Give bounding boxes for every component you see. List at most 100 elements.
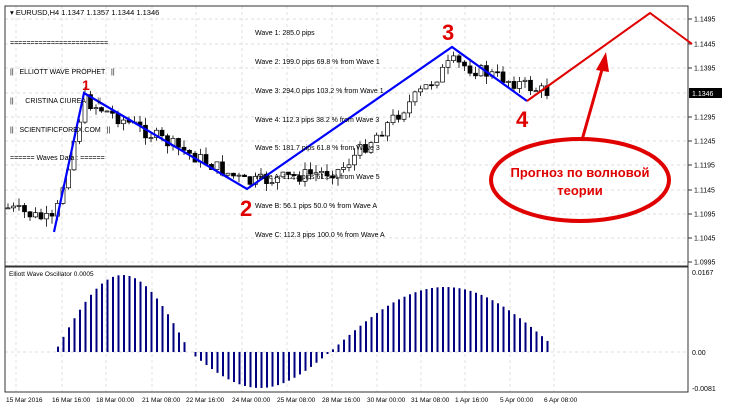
oscillator-frame — [4, 266, 689, 393]
candle-body — [451, 55, 456, 61]
candle-body — [456, 55, 462, 63]
wave-data-row: Wave 5: 181.7 pips 61.8 % from Wave 3 — [255, 145, 380, 153]
forecast-ellipse — [489, 137, 671, 223]
current-price: 1.1346 — [692, 91, 714, 98]
candle-body — [242, 174, 247, 177]
osc-axis-top: 0.0167 — [692, 270, 714, 277]
candle-body — [297, 175, 302, 182]
waves-data-list: Wave 1: 285.0 pips Wave 2: 199.0 pips 69… — [255, 10, 385, 250]
candle-body — [286, 171, 291, 175]
candle-body — [236, 174, 242, 177]
elliott-wave-line — [52, 45, 528, 233]
price-label: 1.1245 — [694, 139, 716, 146]
time-label: 1 Apr 16:00 — [455, 397, 489, 404]
candle-body — [495, 71, 500, 74]
price-label: 1.1045 — [694, 236, 716, 243]
candle-body — [148, 137, 154, 139]
wave-label-1: 1 — [82, 77, 90, 93]
candle-body — [275, 176, 280, 183]
candle-body — [467, 65, 473, 74]
wave-data-row: Wave A: 112.3 pips 61.8 % from Wave 5 — [255, 174, 380, 182]
candle-body — [357, 144, 363, 156]
indicator-info-box: ======================== || ELLIOTT WAVE… — [10, 20, 115, 174]
time-label: 18 Mar 00:00 — [96, 397, 135, 404]
time-label: 25 Mar 08:00 — [277, 397, 316, 404]
candle-body — [517, 81, 522, 89]
candle-body — [38, 212, 44, 220]
wave-label-4: 4 — [516, 107, 529, 132]
candle-body — [390, 114, 396, 123]
candle-body — [440, 66, 445, 83]
candle-body — [330, 175, 335, 179]
candle-body — [44, 213, 49, 220]
candle-body — [407, 101, 412, 114]
candle-body — [412, 91, 418, 103]
main-chart-frame — [4, 5, 689, 267]
candle-body — [379, 134, 385, 137]
candle-body — [528, 79, 533, 92]
wave-label-3: 3 — [442, 20, 454, 45]
candle-body — [385, 122, 390, 137]
candle-body — [214, 161, 220, 170]
candle-body — [368, 142, 374, 153]
candle-body — [187, 149, 192, 154]
candle-body — [308, 169, 313, 175]
candle-body — [231, 172, 236, 177]
candle-body — [258, 173, 264, 177]
current-price-marker — [689, 88, 722, 98]
symbol-header: ▾ EURUSD,H4 1.1347 1.1357 1.1344 1.1346 — [10, 8, 159, 17]
wave-data-row: Wave B: 56.1 pips 50.0 % from Wave A — [255, 202, 378, 210]
candle-body — [346, 164, 352, 168]
price-label: 1.1295 — [694, 115, 716, 122]
price-label: 1.1495 — [694, 17, 716, 24]
wave-data-row: Wave 2: 199.0 pips 69.8 % from Wave 1 — [255, 58, 380, 66]
candle-body — [225, 172, 231, 176]
forecast-arrow — [580, 65, 605, 141]
candle-body — [247, 176, 253, 185]
candle-body — [429, 84, 434, 87]
candle-body — [341, 167, 346, 170]
candle-body — [11, 205, 16, 209]
candle-body — [335, 169, 341, 179]
candle-body — [49, 213, 55, 217]
time-label: 5 Apr 00:00 — [500, 397, 534, 404]
candle-body — [506, 81, 511, 83]
candle-body — [5, 207, 11, 210]
candle-body — [396, 114, 401, 120]
candle-body — [462, 61, 467, 67]
candle-body — [522, 79, 528, 82]
time-label: 30 Mar 00:00 — [367, 397, 406, 404]
candle-body — [401, 112, 407, 120]
candle-body — [33, 212, 38, 218]
candle-body — [99, 107, 104, 112]
candle-body — [313, 172, 319, 175]
candle-body — [319, 171, 324, 174]
forecast-wave-line — [526, 11, 693, 102]
time-label: 16 Mar 16:00 — [52, 397, 91, 404]
price-label: 1.1395 — [694, 66, 716, 73]
arrow-head-icon — [596, 52, 609, 72]
candle-body — [374, 134, 379, 143]
time-axis: 15 Mar 2016 16 Mar 16:00 18 Mar 00:00 21 Ma… — [6, 397, 578, 404]
info-line: || CRISTINA CIUREA || — [10, 97, 101, 105]
candle-body — [280, 171, 286, 178]
oscillator-bars — [57, 275, 549, 388]
candle-body — [22, 205, 27, 213]
candle-body — [16, 205, 22, 207]
candle-body — [511, 81, 517, 89]
osc-axis-zero: 0.00 — [692, 350, 706, 357]
price-label: 1.0995 — [694, 260, 716, 267]
price-axis: 1.1495 1.1445 1.1395 1.1295 1.1245 1.1195 1.11… — [694, 17, 716, 267]
osc-axis-bottom: -0.0081 — [692, 386, 716, 393]
candle-body — [478, 65, 484, 77]
wave-data-row: Wave 4: 112.3 pips 38.2 % from Wave 3 — [255, 116, 380, 124]
info-line: ======================== — [10, 40, 109, 48]
price-label: 1.1445 — [694, 42, 716, 49]
candle-body — [445, 60, 451, 68]
candle-body — [434, 81, 440, 86]
wave-label-2: 2 — [240, 196, 252, 221]
candle-body — [473, 72, 478, 77]
price-label: 1.1095 — [694, 212, 716, 219]
